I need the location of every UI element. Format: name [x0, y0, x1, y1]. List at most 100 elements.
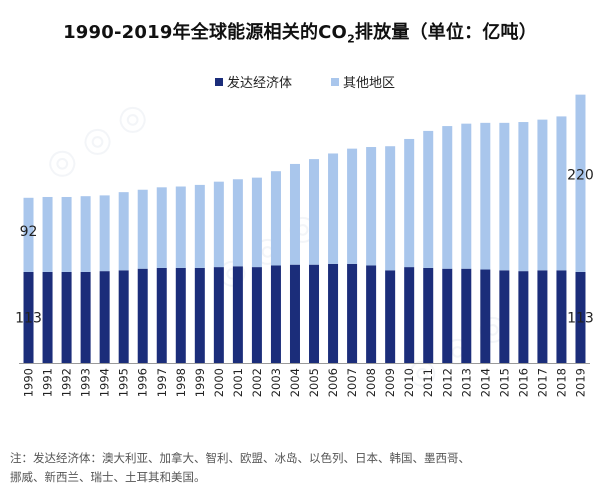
- x-tick-label: 2014: [478, 368, 492, 397]
- bar-others-2012: [442, 126, 453, 269]
- x-tick-label: 2012: [440, 368, 454, 397]
- bar-others-1994: [99, 195, 110, 272]
- bar-others-2016: [518, 122, 529, 272]
- bar-developed-2019: [575, 271, 586, 363]
- bar-developed-2012: [442, 268, 453, 363]
- bar-developed-2016: [518, 271, 529, 363]
- bar-others-2001: [232, 179, 243, 267]
- bar-others-1991: [42, 196, 53, 272]
- data-label-1990-others: 92: [20, 224, 38, 240]
- bar-developed-2010: [404, 267, 415, 363]
- bar-others-2000: [213, 181, 224, 268]
- bar-others-2019: [575, 94, 586, 272]
- bar-others-1997: [156, 187, 167, 268]
- data-labels: 113 92 113 220: [15, 167, 594, 326]
- x-tick-label: 1998: [174, 368, 188, 397]
- bar-others-2005: [309, 159, 320, 265]
- bar-developed-1991: [42, 271, 53, 363]
- bar-others-2010: [404, 138, 415, 268]
- legend-label-others: 其他地区: [343, 76, 395, 91]
- bar-developed-1998: [175, 267, 186, 363]
- bar-developed-2006: [328, 263, 339, 363]
- bar-others-1998: [175, 186, 186, 268]
- x-tick-label: 2009: [383, 368, 397, 397]
- bar-developed-1994: [99, 271, 110, 363]
- x-tick-labels: 1990 1991 1992 1993 1994 1995 1996 1997 1998 1999…: [22, 368, 588, 397]
- bar-developed-2014: [480, 269, 491, 363]
- bar-others-2008: [366, 147, 377, 266]
- bar-developed-2001: [232, 266, 243, 363]
- bar-others-2004: [289, 163, 300, 265]
- x-tick-label: 2001: [231, 368, 245, 397]
- bar-others-1992: [61, 196, 72, 272]
- footnote-line-1: 注：发达经济体：澳大利亚、加拿大、智利、欧盟、冰岛、以色列、日本、韩国、墨西哥、: [10, 451, 470, 465]
- bar-others-1993: [80, 196, 91, 272]
- x-tick-label: 2018: [554, 368, 568, 397]
- data-label-2019-developed: 113: [567, 310, 594, 326]
- chart-title-main: 1990-2019年全球能源相关的CO: [63, 22, 348, 43]
- x-tick-label: 2013: [459, 368, 473, 397]
- bar-developed-2007: [347, 263, 358, 363]
- x-tick-label: 1999: [193, 368, 207, 397]
- bar-developed-1996: [137, 268, 148, 363]
- bar-others-2017: [537, 119, 548, 271]
- x-tick-label: 1993: [79, 368, 93, 397]
- bar-others-1999: [194, 184, 205, 268]
- x-tick-label: 2016: [516, 368, 530, 397]
- footnote: 注：发达经济体：澳大利亚、加拿大、智利、欧盟、冰岛、以色列、日本、韩国、墨西哥、…: [10, 449, 590, 486]
- bar-developed-2004: [289, 264, 300, 363]
- bar-others-2003: [270, 171, 281, 266]
- footnote-line-2: 挪威、新西兰、瑞士、土耳其和美国。: [10, 470, 206, 484]
- bar-others-2015: [499, 122, 510, 271]
- bar-developed-2009: [385, 270, 396, 363]
- data-label-2019-others: 220: [567, 167, 594, 183]
- bar-developed-2008: [366, 265, 377, 363]
- chart-title-tail: 排放量（单位：亿吨）: [354, 22, 537, 43]
- x-tick-label: 2019: [573, 368, 587, 397]
- x-tick-label: 1994: [98, 368, 112, 397]
- bar-others-2013: [461, 123, 472, 269]
- bar-others-1990: [23, 197, 34, 272]
- x-tick-label: 2005: [307, 368, 321, 397]
- x-tick-label: 1997: [155, 368, 169, 397]
- bar-developed-1993: [80, 271, 91, 363]
- bar-others-2018: [556, 116, 567, 271]
- chart-title-subscript: 2: [347, 32, 355, 46]
- legend-swatch-developed: [215, 78, 223, 86]
- x-tick-label: 1991: [41, 368, 55, 397]
- bar-developed-2000: [213, 267, 224, 363]
- bar-developed-2018: [556, 270, 567, 363]
- x-tick-label: 2010: [402, 368, 416, 397]
- bar-developed-2017: [537, 270, 548, 363]
- data-label-1990-developed: 113: [15, 310, 42, 326]
- legend-swatch-others: [331, 78, 339, 86]
- x-tick-label: 2006: [326, 368, 340, 397]
- x-tick-label: 2007: [345, 368, 359, 397]
- x-tick-label: 1992: [60, 368, 74, 397]
- legend-label-developed: 发达经济体: [227, 75, 292, 91]
- legend: 发达经济体 其他地区: [215, 75, 395, 91]
- bars-group: [23, 94, 586, 363]
- bar-others-2007: [347, 148, 358, 264]
- x-tick-label: 2004: [288, 368, 302, 397]
- x-tick-label: 2008: [364, 368, 378, 397]
- bar-developed-1990: [23, 271, 34, 363]
- bar-developed-2015: [499, 270, 510, 363]
- bar-others-2006: [328, 153, 339, 264]
- bar-others-2009: [385, 146, 396, 271]
- x-tick-label: 2017: [535, 368, 549, 397]
- x-tick-label: 1990: [22, 368, 36, 397]
- bar-developed-2002: [251, 267, 262, 363]
- bar-developed-2003: [270, 265, 281, 363]
- x-tick-label: 2011: [421, 368, 435, 397]
- bar-developed-1992: [61, 271, 72, 363]
- bar-developed-1995: [118, 270, 129, 363]
- x-tick-label: 1996: [136, 368, 150, 397]
- chart-title: 1990-2019年全球能源相关的CO2排放量（单位：亿吨）: [0, 18, 600, 46]
- x-tick-label: 2002: [250, 368, 264, 397]
- bar-developed-2005: [309, 264, 320, 363]
- bar-others-2011: [423, 130, 434, 268]
- x-tick-label: 2015: [497, 368, 511, 397]
- bar-developed-1999: [194, 267, 205, 363]
